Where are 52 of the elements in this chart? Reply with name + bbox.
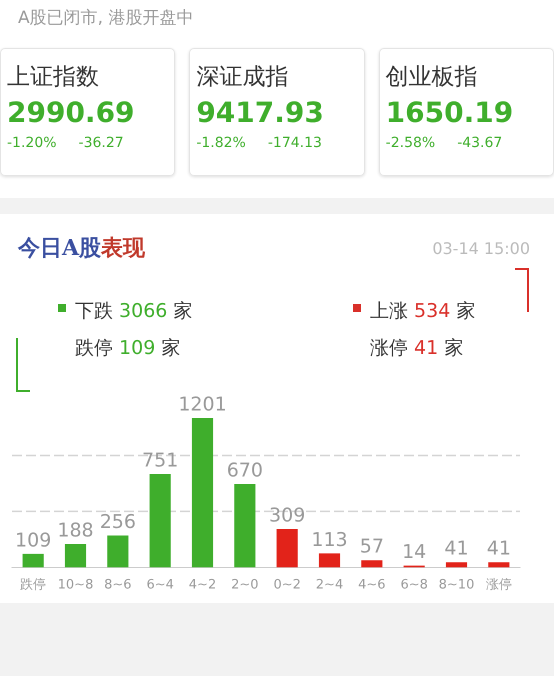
bar	[361, 560, 382, 568]
text: 涨停 41 家	[370, 337, 464, 359]
data-label: 1201	[178, 393, 227, 416]
x-tick-label: 0~2	[273, 578, 301, 593]
bar	[276, 528, 298, 568]
bar	[150, 474, 171, 568]
text: 9417.93	[196, 96, 325, 129]
bar	[234, 484, 256, 568]
x-tick-label: 6~8	[400, 578, 428, 593]
text: -2.58%	[386, 135, 436, 151]
data-label: 113	[311, 528, 348, 551]
x-tick-label: 6~4	[146, 578, 174, 593]
data-label: 670	[226, 459, 263, 482]
text: 跌停 109 家	[75, 337, 180, 359]
bar	[192, 418, 214, 568]
bar	[107, 536, 128, 568]
x-tick-label: 8~6	[104, 578, 132, 593]
text: 创业板指	[386, 63, 479, 92]
text: 上证指数	[7, 63, 100, 92]
data-label: 14	[402, 541, 426, 564]
text: 上涨 534 家	[370, 300, 476, 322]
x-tick-label: 2~0	[231, 578, 259, 593]
x-tick-label: 4~6	[358, 578, 386, 593]
text: 深证成指	[196, 63, 290, 92]
text: -1.82%	[196, 135, 246, 151]
x-tick-label: 涨停	[486, 578, 512, 593]
data-label: 41	[444, 538, 469, 560]
text: -174.13	[268, 135, 322, 151]
text: 2990.69	[7, 96, 136, 129]
text: -1.20%	[7, 135, 57, 151]
bar	[318, 553, 340, 568]
text: A股已闭市, 港股开盘中	[17, 7, 194, 30]
chart-subtitle: 03-14 15:00	[432, 238, 530, 258]
text: -43.67	[457, 135, 502, 151]
bar	[22, 554, 44, 568]
x-tick-label: 4~2	[188, 578, 216, 593]
text: -36.27	[78, 135, 124, 151]
x-tick-label: 8~10	[438, 578, 474, 593]
x-tick-label: 2~4	[316, 578, 344, 593]
data-label: 309	[269, 504, 306, 526]
bar	[64, 544, 86, 568]
data-label: 41	[486, 538, 511, 560]
data-label: 109	[15, 529, 52, 552]
data-label: 256	[100, 510, 136, 533]
data-label: 751	[142, 449, 178, 472]
x-tick-label: 跌停	[20, 578, 46, 593]
data-label: 188	[57, 519, 94, 542]
text: 1650.19	[386, 96, 514, 129]
chart-title: 今日A股表现	[18, 235, 146, 261]
data-label: 57	[360, 536, 384, 558]
x-tick-label: 10~8	[58, 578, 94, 593]
text: 下跌 3066 家	[75, 300, 192, 322]
